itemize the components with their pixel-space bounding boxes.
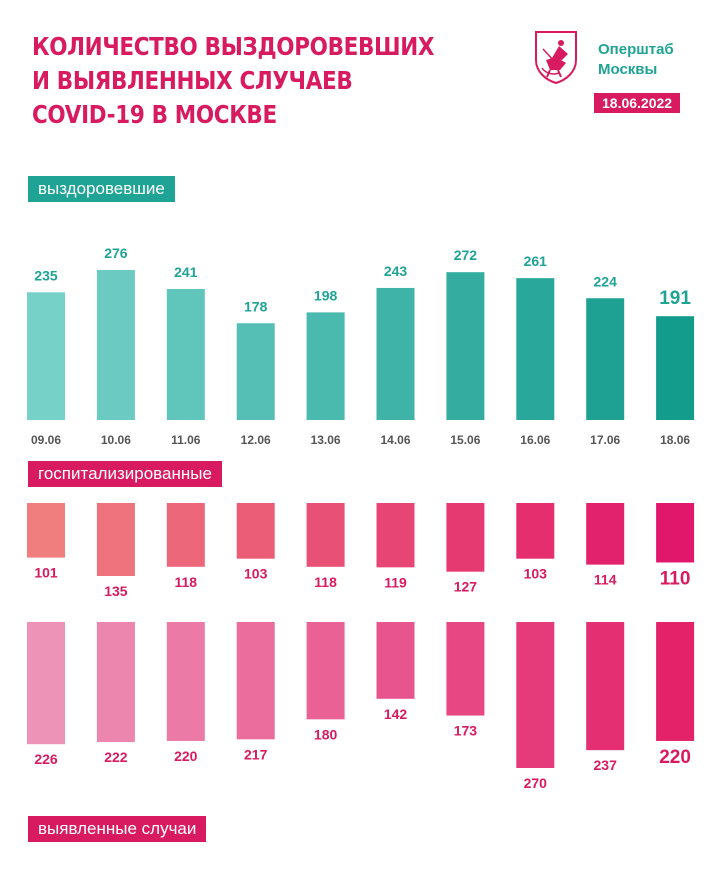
- recovered-value-label: 224: [594, 273, 618, 289]
- detected-bar: [446, 622, 485, 716]
- hospitalized-bar: [27, 503, 65, 558]
- hospitalized-section-label: госпитализированные: [28, 461, 222, 487]
- detected-bar: [516, 622, 555, 768]
- page-title-line: и выявленных случаев: [32, 66, 353, 95]
- org-name: Оперштаб Москвы: [598, 40, 674, 80]
- detected-bar: [236, 622, 275, 740]
- recovered-bar: [376, 287, 415, 420]
- hospitalized-bar: [96, 503, 135, 576]
- moscow-coat-of-arms-icon: [535, 31, 577, 84]
- org-name-line: Оперштаб: [598, 41, 674, 58]
- hospitalized-bar: [656, 503, 695, 563]
- page-title-line: Количество выздоровевших: [32, 32, 435, 61]
- detected-bar: [27, 622, 65, 745]
- date-tick-label: 13.06: [311, 433, 341, 447]
- recovered-bar: [166, 289, 205, 420]
- hospitalized-value-label: 101: [34, 565, 58, 581]
- recovered-bar: [516, 278, 555, 420]
- hospitalized-value-label: 127: [454, 579, 478, 595]
- hospitalized-value-label: 110: [660, 568, 691, 589]
- hospitalized-bar: [166, 503, 205, 567]
- recovered-value-label: 191: [659, 288, 691, 309]
- recovered-bar: [27, 292, 65, 420]
- date-badge: 18.06.2022: [594, 93, 681, 113]
- detected-bar: [586, 622, 625, 751]
- detected-bar: [656, 622, 695, 741]
- hospitalized-bar: [446, 503, 485, 572]
- recovered-value-label: 241: [174, 264, 198, 280]
- hospitalized-bar: [516, 503, 555, 559]
- date-tick-label: 14.06: [380, 433, 410, 447]
- date-tick-label: 10.06: [101, 433, 131, 447]
- detected-bar: [376, 622, 415, 699]
- detected-value-label: 220: [659, 747, 691, 768]
- date-tick-label: 18.06: [660, 433, 690, 447]
- recovered-value-label: 261: [524, 253, 548, 269]
- hospitalized-value-label: 118: [175, 574, 198, 590]
- hospitalized-bar: [376, 503, 415, 568]
- date-tick-label: 11.06: [171, 433, 201, 447]
- recovered-bar: [96, 270, 135, 420]
- hospitalized-value-label: 135: [104, 583, 128, 599]
- date-tick-label: 17.06: [590, 433, 620, 447]
- hospitalized-value-label: 119: [384, 574, 407, 590]
- recovered-bar: [446, 272, 485, 420]
- recovered-value-label: 235: [34, 267, 58, 283]
- date-tick-label: 12.06: [241, 433, 271, 447]
- detected-value-label: 217: [244, 746, 268, 762]
- hospitalized-value-label: 103: [524, 566, 548, 582]
- detected-value-label: 180: [314, 726, 338, 742]
- detected-value-label: 142: [384, 706, 408, 722]
- page-title-line: COVID-19 в Москве: [32, 100, 277, 129]
- recovered-bar: [656, 316, 695, 420]
- recovered-bar: [236, 323, 275, 420]
- recovered-value-label: 272: [454, 247, 478, 263]
- recovered-value-label: 243: [384, 263, 408, 279]
- recovered-value-label: 198: [314, 287, 338, 303]
- recovered-section-label: выздоровевшие: [28, 176, 175, 202]
- date-tick-label: 15.06: [450, 433, 480, 447]
- detected-value-label: 237: [594, 757, 618, 773]
- hospitalized-bar: [306, 503, 345, 567]
- recovered-value-label: 178: [244, 298, 268, 314]
- detected-value-label: 220: [174, 748, 198, 764]
- detected-bar: [166, 622, 205, 741]
- org-name-line: Москвы: [598, 61, 658, 78]
- date-tick-label: 16.06: [520, 433, 550, 447]
- detected-value-label: 226: [34, 751, 58, 767]
- detected-value-label: 173: [454, 723, 478, 739]
- detected-bar: [306, 622, 345, 720]
- date-tick-label: 09.06: [31, 433, 61, 447]
- recovered-bar: [306, 312, 345, 420]
- recovered-bar: [586, 298, 625, 420]
- hospitalized-value-label: 118: [314, 574, 337, 590]
- detected-value-label: 270: [524, 775, 548, 791]
- detected-bar: [96, 622, 135, 743]
- detected-section-label: выявленные случаи: [28, 816, 207, 842]
- recovered-value-label: 276: [104, 245, 128, 261]
- hospitalized-bar: [586, 503, 625, 565]
- hospitalized-bar: [236, 503, 275, 559]
- detected-value-label: 222: [104, 749, 128, 765]
- hospitalized-value-label: 114: [594, 572, 617, 588]
- hospitalized-value-label: 103: [244, 566, 268, 582]
- page-title: Количество выздоровевших и выявленных сл…: [32, 30, 434, 132]
